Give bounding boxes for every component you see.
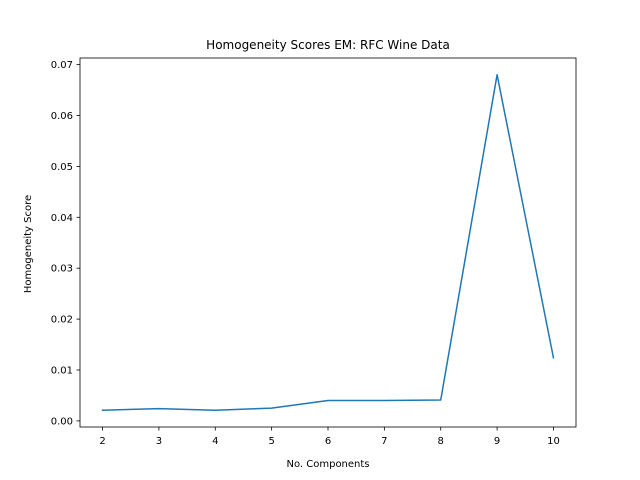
x-axis-label: No. Components [286,459,369,470]
y-tick-label-0.03: 0.03 [51,264,73,275]
chart-title: Homogeneity Scores EM: RFC Wine Data [206,38,450,52]
x-tick-label-4: 4 [212,436,218,447]
x-tick-label-10: 10 [547,436,560,447]
y-tick-label-0.06: 0.06 [51,111,73,122]
y-tick-label-0.01: 0.01 [51,365,73,376]
plot-area: 2 3 4 5 6 7 8 9 10 0.00 0.01 0.02 0.03 0.04 0.05 0.06 0.… [51,57,577,447]
y-tick-label-0.02: 0.02 [51,315,73,326]
x-tick-label-9: 9 [494,436,500,447]
x-tick-label-7: 7 [381,436,387,447]
series-line-0 [101,74,555,411]
y-tick-label-0.05: 0.05 [51,162,73,173]
x-tick-label-5: 5 [268,436,274,447]
y-tick-label-0.04: 0.04 [51,213,73,224]
y-axis-label: Homogeneity Score [23,195,34,293]
x-tick-label-8: 8 [438,436,444,447]
x-tick-label-2: 2 [99,436,105,447]
y-tick-label-0.07: 0.07 [51,60,73,71]
x-tick-label-6: 6 [325,436,331,447]
y-tick-label-0.00: 0.00 [51,416,73,427]
x-tick-label-3: 3 [156,436,162,447]
